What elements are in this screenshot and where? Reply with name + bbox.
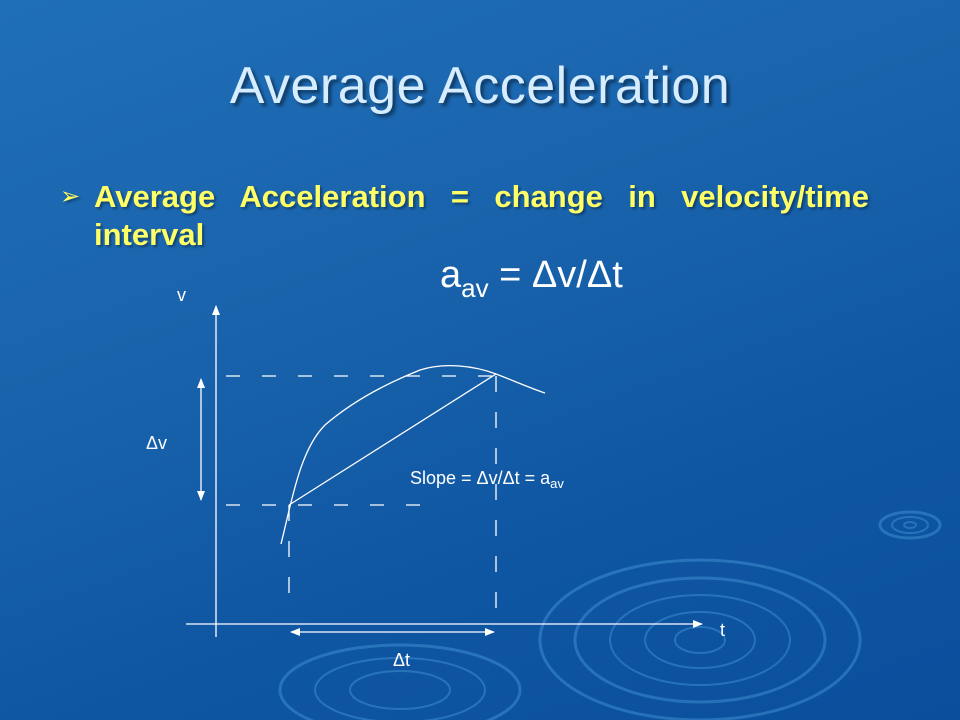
formula-variable: a: [440, 254, 462, 296]
t-axis-label: t: [720, 620, 726, 640]
slope-label: Slope = Δv/Δt = aav: [410, 468, 564, 491]
v-axis-label: v: [177, 285, 186, 305]
arrowhead-bullet-icon: ➢: [60, 183, 81, 210]
secant-slope-line: [288, 373, 497, 506]
slide-title: Average Acceleration: [229, 57, 731, 115]
velocity-curve: [280, 365, 546, 545]
formula-rhs: = Δv/Δt: [499, 254, 623, 296]
average-acceleration-formula: aav = Δv/Δt: [440, 254, 623, 304]
delta-v-label: Δv: [146, 433, 168, 453]
delta-t-label: Δt: [393, 650, 411, 670]
bullet-item: ➢ Average Acceleration = change in veloc…: [60, 178, 880, 254]
slope-label-subscript: av: [550, 476, 564, 491]
formula-subscript: av: [461, 273, 489, 303]
slope-label-text: Slope = Δv/Δt = a: [410, 468, 551, 488]
bullet-text: Average Acceleration = change in velocit…: [94, 179, 869, 252]
